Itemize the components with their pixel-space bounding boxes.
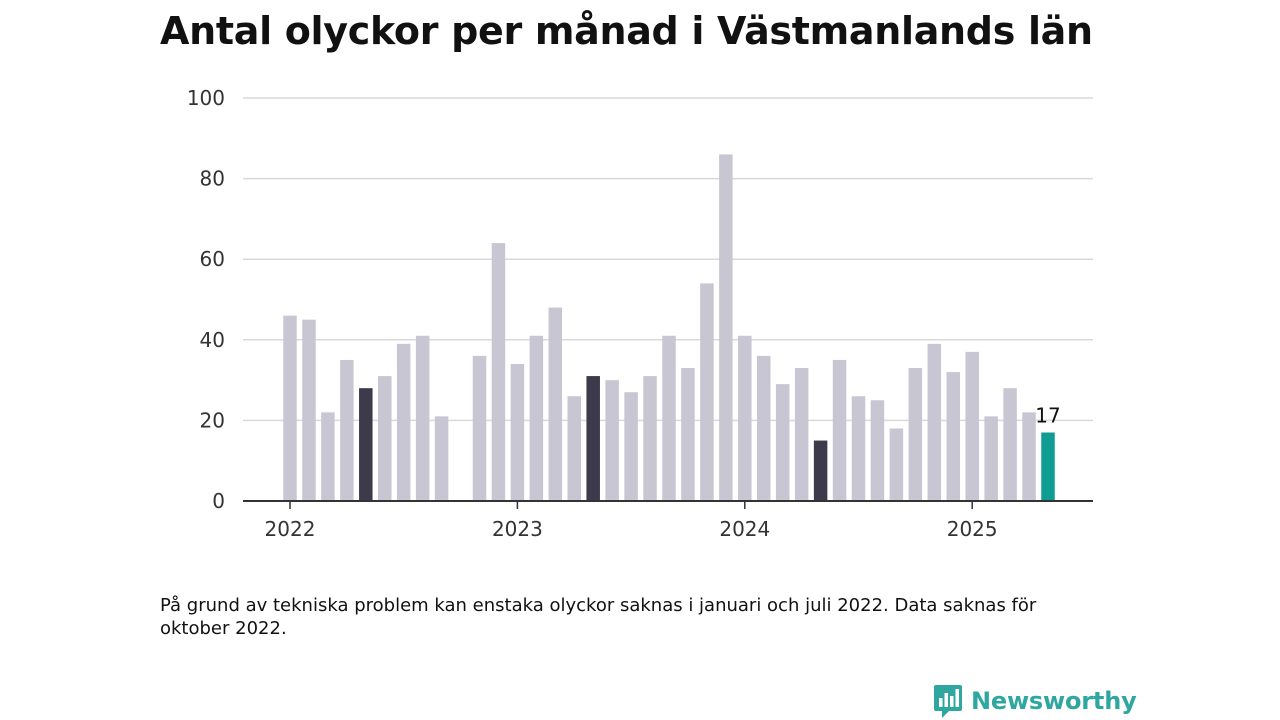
- bar-2024-04: [794, 368, 809, 501]
- brand-name: Newsworthy: [971, 687, 1137, 715]
- newsworthy-logo-icon: [934, 685, 962, 718]
- bar-2024-11: [927, 343, 942, 501]
- bar-2022-01: [283, 315, 297, 501]
- bar-2023-09: [662, 335, 676, 501]
- bar-2024-02: [757, 355, 771, 501]
- bar-2023-07: [624, 392, 638, 501]
- y-axis-tick-labels: 0 20 40 60 80 100: [187, 86, 225, 513]
- bar-chart: 0 20 40 60 80 100 2022 2023 2024 2025 17: [187, 86, 1093, 541]
- bar-2022-12: [491, 243, 506, 501]
- bar-2025-04: [1022, 412, 1036, 501]
- y-tick-label: 100: [187, 86, 225, 110]
- bar-2024-12: [946, 372, 960, 501]
- bar-2024-10: [908, 368, 923, 501]
- bar-2024-01: [738, 335, 752, 501]
- data-labels: 17: [1035, 403, 1060, 427]
- x-tick-label: 2023: [492, 517, 543, 541]
- bar-2023-12: [719, 154, 733, 502]
- footnote: På grund av tekniska problem kan enstaka…: [160, 595, 1037, 639]
- bar-2023-11: [700, 283, 714, 501]
- newsworthy-logo[interactable]: Newsworthy: [933, 682, 1137, 720]
- y-tick-label: 80: [200, 167, 225, 191]
- bar-2023-01: [510, 363, 525, 501]
- bar-2023-06: [605, 380, 619, 501]
- bar-2024-05: [813, 440, 828, 501]
- y-tick-label: 20: [200, 408, 225, 432]
- bar-2024-06: [832, 359, 847, 501]
- bar-2024-03: [775, 384, 790, 501]
- bar-2023-03: [548, 307, 563, 501]
- bar-2023-04: [567, 396, 581, 501]
- bar-2022-08: [415, 335, 430, 501]
- bar-2022-11: [472, 355, 487, 501]
- bar-2022-06: [378, 376, 392, 501]
- x-axis-tick-labels: 2022 2023 2024 2025: [265, 517, 998, 541]
- bar-2022-02: [302, 319, 316, 501]
- bar-2022-04: [340, 359, 354, 501]
- x-tick-label: 2022: [265, 517, 316, 541]
- bar-2022-09: [434, 416, 449, 501]
- bar-2025-05: [1041, 432, 1055, 501]
- bar-2022-05: [359, 388, 373, 501]
- y-tick-label: 0: [212, 489, 225, 513]
- bar-2023-02: [529, 335, 544, 501]
- bar-2025-02: [984, 416, 998, 501]
- bar-2023-08: [643, 376, 657, 501]
- bar-2022-07: [396, 343, 411, 501]
- bar-2023-10: [681, 368, 695, 501]
- x-tick-label: 2025: [947, 517, 998, 541]
- x-tick-label: 2024: [719, 517, 770, 541]
- bar-2024-07: [851, 396, 866, 501]
- bar-2023-05: [586, 376, 600, 501]
- bars: [283, 154, 1055, 502]
- y-tick-label: 40: [200, 328, 225, 352]
- bar-2024-08: [870, 400, 885, 501]
- bar-2024-09: [889, 428, 904, 501]
- x-axis: [243, 500, 1093, 509]
- y-tick-label: 60: [200, 247, 225, 271]
- bar-2025-03: [1003, 388, 1017, 501]
- latest-value-label: 17: [1035, 403, 1060, 427]
- bar-2025-01: [965, 351, 979, 501]
- chart-title: Antal olyckor per månad i Västmanlands l…: [160, 9, 1093, 53]
- bar-2022-03: [321, 412, 335, 501]
